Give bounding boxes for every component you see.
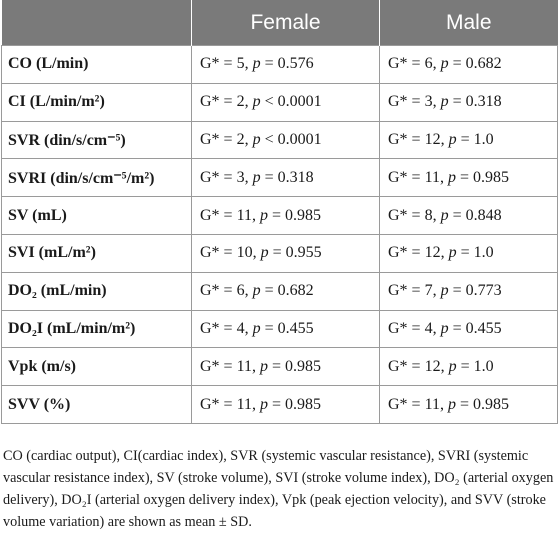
- table-row: SVRI (din/s/cm⁻⁵/m²) G* = 3, p = 0.318 G…: [1, 158, 558, 198]
- table-header-row: Female Male: [1, 0, 558, 46]
- female-cell: G* = 3, p = 0.318: [191, 158, 380, 198]
- header-empty: [1, 0, 192, 46]
- female-cell: G* = 11, p = 0.985: [191, 196, 380, 235]
- female-cell: G* = 4, p = 0.455: [191, 309, 380, 349]
- row-label: CO (L/min): [1, 45, 192, 84]
- male-cell: G* = 11, p = 0.985: [379, 158, 558, 198]
- row-label: Vpk (m/s): [1, 347, 192, 387]
- female-cell: G* = 2, p < 0.0001: [191, 120, 380, 160]
- male-cell: G* = 12, p = 1.0: [379, 120, 558, 160]
- female-cell: G* = 6, p = 0.682: [191, 271, 380, 311]
- male-cell: G* = 8, p = 0.848: [379, 196, 558, 235]
- female-cell: G* = 11, p = 0.985: [191, 385, 380, 424]
- table-row: SVR (din/s/cm⁻⁵) G* = 2, p < 0.0001 G* =…: [1, 120, 558, 160]
- results-table: Female Male CO (L/min) G* = 5, p = 0.576…: [1, 0, 558, 424]
- female-cell: G* = 10, p = 0.955: [191, 233, 380, 273]
- female-cell: G* = 5, p = 0.576: [191, 45, 380, 84]
- table-row: CO (L/min) G* = 5, p = 0.576 G* = 6, p =…: [1, 45, 558, 84]
- table-row: CI (L/min/m²) G* = 2, p < 0.0001 G* = 3,…: [1, 82, 558, 122]
- row-label: DO₂I (mL/min/m²): [1, 309, 192, 349]
- male-cell: G* = 12, p = 1.0: [379, 233, 558, 273]
- row-label: SVR (din/s/cm⁻⁵): [1, 120, 192, 160]
- male-cell: G* = 7, p = 0.773: [379, 271, 558, 311]
- table-row: SVV (%) G* = 11, p = 0.985 G* = 11, p = …: [1, 385, 558, 424]
- table-row: SVI (mL/m²) G* = 10, p = 0.955 G* = 12, …: [1, 233, 558, 273]
- male-cell: G* = 12, p = 1.0: [379, 347, 558, 387]
- table-row: Vpk (m/s) G* = 11, p = 0.985 G* = 12, p …: [1, 347, 558, 387]
- male-cell: G* = 6, p = 0.682: [379, 45, 558, 84]
- female-cell: G* = 11, p = 0.985: [191, 347, 380, 387]
- male-cell: G* = 3, p = 0.318: [379, 82, 558, 122]
- header-male: Male: [379, 0, 558, 46]
- female-cell: G* = 2, p < 0.0001: [191, 82, 380, 122]
- row-label: CI (L/min/m²): [1, 82, 192, 122]
- table-row: SV (mL) G* = 11, p = 0.985 G* = 8, p = 0…: [1, 196, 558, 235]
- table-row: DO₂ (mL/min) G* = 6, p = 0.682 G* = 7, p…: [1, 271, 558, 311]
- row-label: SVV (%): [1, 385, 192, 424]
- row-label: SV (mL): [1, 196, 192, 235]
- row-label: DO₂ (mL/min): [1, 271, 192, 311]
- row-label: SVI (mL/m²): [1, 233, 192, 273]
- row-label: SVRI (din/s/cm⁻⁵/m²): [1, 158, 192, 198]
- male-cell: G* = 4, p = 0.455: [379, 309, 558, 349]
- header-female: Female: [191, 0, 380, 46]
- male-cell: G* = 11, p = 0.985: [379, 385, 558, 424]
- table-row: DO₂I (mL/min/m²) G* = 4, p = 0.455 G* = …: [1, 309, 558, 349]
